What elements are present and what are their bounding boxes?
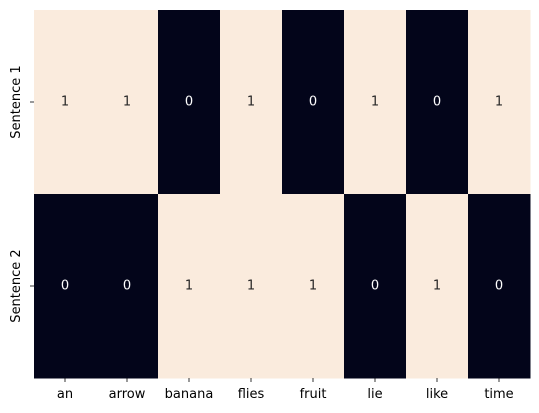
x-tick-label: time	[484, 387, 513, 402]
x-axis: an arrow banana flies fruit lie like time	[57, 378, 514, 402]
heatmap-cell-r0-c0	[34, 10, 97, 195]
heatmap-cell-r1-c1	[96, 194, 159, 379]
heatmap-cell-r0-c2	[158, 10, 221, 195]
cell-value-label: 0	[309, 95, 317, 110]
cell-value-label: 1	[247, 279, 255, 294]
x-tick-label: banana	[165, 387, 214, 402]
heatmap-cell-r1-c5	[344, 194, 407, 379]
heatmap-cell-r0-c7	[468, 10, 531, 195]
cell-value-label: 1	[185, 279, 193, 294]
heatmap-cell-r0-c5	[344, 10, 407, 195]
heatmap-cell-r0-c4	[282, 10, 345, 195]
cell-value-label: 1	[433, 279, 441, 294]
heatmap-cell-r0-c6	[406, 10, 469, 195]
cell-value-label: 1	[495, 95, 503, 110]
cell-value-label: 0	[61, 279, 69, 294]
heatmap-cell-r1-c7	[468, 194, 531, 379]
cell-value-label: 0	[371, 279, 379, 294]
y-tick-label: Sentence 1	[9, 65, 24, 138]
y-tick-label: Sentence 2	[9, 249, 24, 322]
cell-value-label: 0	[433, 95, 441, 110]
x-tick-label: like	[426, 387, 448, 402]
cell-value-label: 1	[61, 95, 69, 110]
heatmap-cell-r1-c6	[406, 194, 469, 379]
cell-value-label: 1	[309, 279, 317, 294]
x-tick-label: arrow	[109, 387, 146, 402]
heatmap-cell-r1-c4	[282, 194, 345, 379]
cell-value-label: 1	[371, 95, 379, 110]
heatmap-cell-r1-c2	[158, 194, 221, 379]
cell-value-label: 0	[185, 95, 193, 110]
x-tick-label: flies	[238, 387, 265, 402]
heatmap-cell-r1-c0	[34, 194, 97, 379]
x-tick-label: an	[57, 387, 73, 402]
cell-value-label: 1	[123, 95, 131, 110]
heatmap-cell-r0-c3	[220, 10, 283, 195]
x-tick-label: fruit	[300, 387, 327, 402]
heatmap-cell-r0-c1	[96, 10, 159, 195]
heatmap-cells: 1 1 0 1 0 1 0 1 0 0 1 1 1 0 1 0	[34, 10, 531, 379]
x-tick-label: lie	[367, 387, 382, 402]
cell-value-label: 1	[247, 95, 255, 110]
cell-value-label: 0	[495, 279, 503, 294]
y-axis: Sentence 1 Sentence 2	[9, 65, 34, 323]
cell-value-label: 0	[123, 279, 131, 294]
heatmap-cell-r1-c3	[220, 194, 283, 379]
